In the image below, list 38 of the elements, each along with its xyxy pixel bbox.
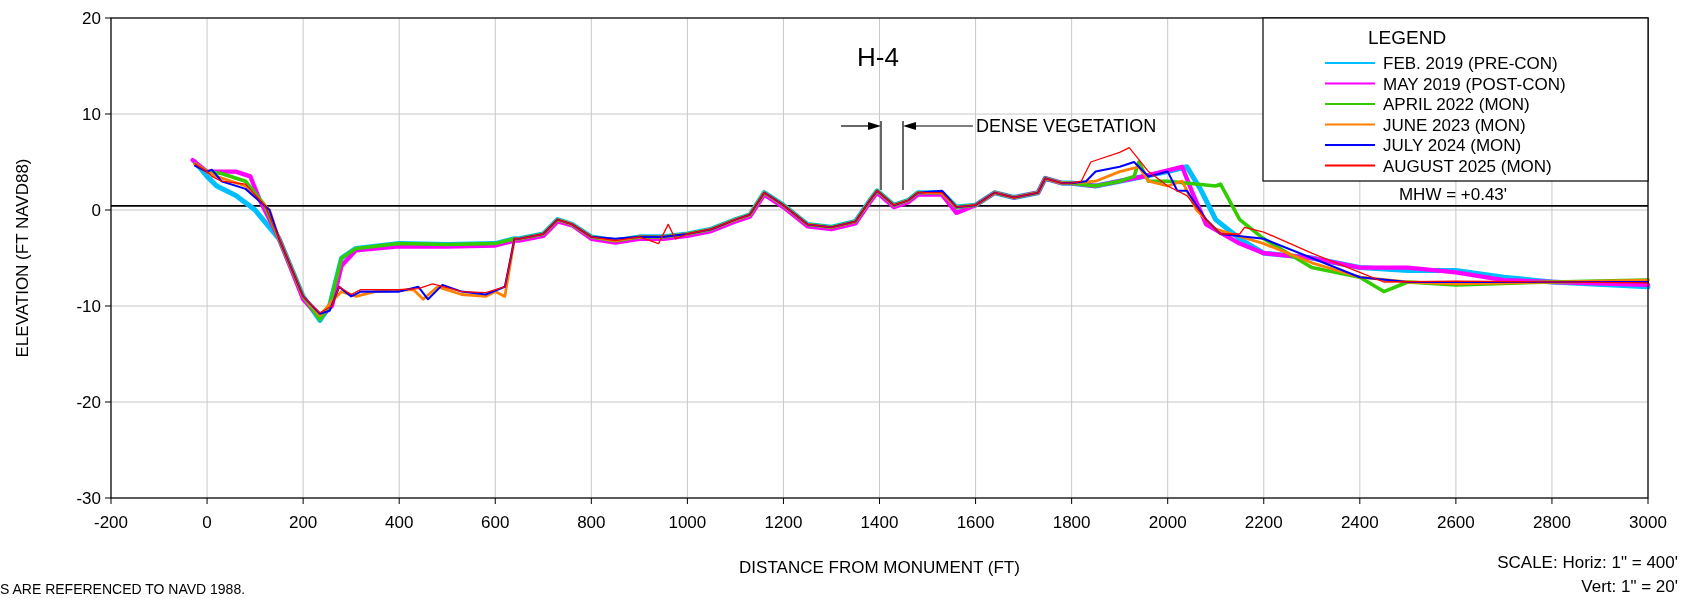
y-tick-label: 0 — [91, 201, 101, 220]
x-tick-label: 2000 — [1148, 513, 1187, 532]
text: SCALE: Horiz: 1" = 400' — [1497, 553, 1678, 572]
x-tick-label: 400 — [385, 513, 414, 532]
x-tick-label: 200 — [288, 513, 318, 532]
x-tick-label: 1800 — [1052, 513, 1091, 532]
y-tick-label: 10 — [82, 105, 101, 124]
x-tick-label: 800 — [577, 513, 606, 532]
x-tick-label: -200 — [93, 513, 129, 532]
x-tick-label: 1600 — [956, 513, 995, 532]
x-axis-title: DISTANCE FROM MONUMENT (FT) — [739, 558, 1020, 577]
legend-label: FEB. 2019 (PRE-CON) — [1383, 54, 1558, 73]
x-tick-label: 2800 — [1533, 513, 1571, 532]
legend-label: AUGUST 2025 (MON) — [1383, 156, 1552, 176]
y-tick-label: -20 — [76, 393, 101, 412]
ref-line-label: MHW = +0.43' — [1398, 184, 1508, 204]
x-tick-label: 1200 — [764, 513, 803, 532]
text: S ARE REFERENCED TO NAVD 1988. — [0, 581, 246, 597]
legend-label: JULY 2024 (MON) — [1383, 136, 1522, 155]
x-tick-label: 600 — [481, 513, 510, 532]
annotation: DENSE VEGETATION — [976, 116, 1157, 136]
legend-label: APRIL 2022 (MON) — [1383, 95, 1530, 114]
x-tick-label: 2600 — [1436, 513, 1475, 532]
y-tick-label: -10 — [76, 297, 101, 316]
x-tick-label: 3000 — [1629, 513, 1667, 532]
y-tick-label: 20 — [82, 9, 101, 28]
y-axis-title: ELEVATION (FT NAVD88) — [13, 158, 32, 358]
x-tick-label: 2400 — [1340, 513, 1379, 532]
x-tick-label: 2200 — [1244, 513, 1283, 532]
x-tick-label: 1000 — [668, 513, 707, 532]
legend-label: JUNE 2023 (MON) — [1383, 115, 1526, 135]
x-tick-label: 0 — [202, 513, 212, 532]
text: H-4 — [857, 42, 899, 72]
text: Vert: 1" = 20' — [1581, 577, 1678, 596]
x-tick-label: 1400 — [860, 513, 899, 532]
y-tick-label: -30 — [76, 489, 101, 508]
legend-label: MAY 2019 (POST-CON) — [1383, 74, 1566, 94]
legend-title: LEGEND — [1368, 27, 1447, 48]
